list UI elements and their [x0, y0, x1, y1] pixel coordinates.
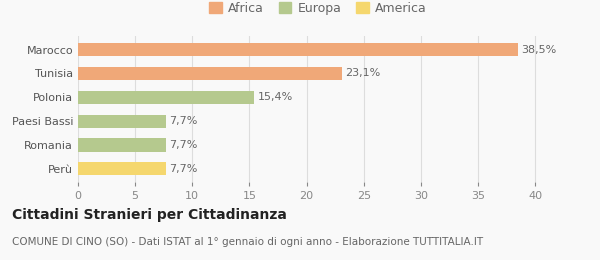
Bar: [78, 91, 254, 104]
Text: 7,7%: 7,7%: [169, 116, 198, 126]
Bar: [78, 138, 166, 152]
Text: 15,4%: 15,4%: [257, 92, 293, 102]
Text: 7,7%: 7,7%: [169, 164, 198, 174]
Bar: [78, 115, 166, 128]
Text: 23,1%: 23,1%: [346, 68, 380, 79]
Text: Cittadini Stranieri per Cittadinanza: Cittadini Stranieri per Cittadinanza: [12, 208, 287, 222]
Bar: [78, 162, 166, 176]
Text: 38,5%: 38,5%: [521, 44, 557, 55]
Legend: Africa, Europa, America: Africa, Europa, America: [205, 0, 431, 18]
Bar: [78, 43, 518, 56]
Text: 7,7%: 7,7%: [169, 140, 198, 150]
Text: COMUNE DI CINO (SO) - Dati ISTAT al 1° gennaio di ogni anno - Elaborazione TUTTI: COMUNE DI CINO (SO) - Dati ISTAT al 1° g…: [12, 237, 483, 246]
Bar: [78, 67, 342, 80]
